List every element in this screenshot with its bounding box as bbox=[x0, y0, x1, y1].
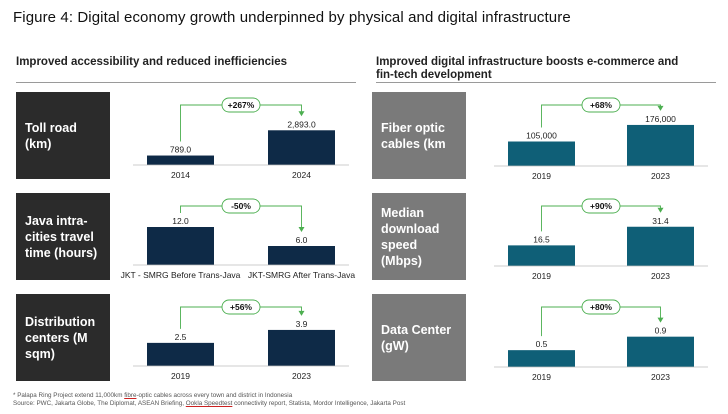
right-section-title-line1: Improved digital infrastructure boosts e… bbox=[376, 56, 679, 68]
chart1-category-label-1: 2014 bbox=[171, 170, 190, 180]
right-section-divider bbox=[376, 82, 716, 83]
chart5-arrowhead bbox=[657, 207, 664, 213]
chart6-bar-1 bbox=[508, 350, 575, 367]
chart6-value-label-2: 0.9 bbox=[655, 326, 667, 336]
chart2-arrowhead bbox=[298, 227, 305, 232]
chart3-arrowhead bbox=[298, 310, 305, 316]
chart2-change-label: -50% bbox=[231, 201, 251, 211]
chart5-category-label-2: 2023 bbox=[651, 271, 670, 281]
chart1-bar-2 bbox=[268, 130, 335, 165]
panel-java-line3: time (hours) bbox=[25, 245, 98, 260]
chart5-value-label-1: 16.5 bbox=[533, 234, 550, 244]
left-section-divider bbox=[16, 82, 356, 83]
footnote-project-ul: fibre bbox=[124, 392, 137, 399]
chart4-change-badge bbox=[581, 97, 621, 113]
chart6-arrowhead bbox=[657, 317, 664, 323]
footnote-project: * Palapa Ring Project extend 11,000km fi… bbox=[13, 392, 292, 399]
chart1-change-label: +267% bbox=[228, 100, 255, 110]
chart5-bar-2 bbox=[627, 226, 694, 266]
chart6-category-label-2: 2023 bbox=[651, 372, 670, 382]
chart4-category-label-2: 2023 bbox=[651, 171, 670, 181]
chart1-value-label-2: 2,893.0 bbox=[287, 119, 316, 129]
panel-median-line2: download bbox=[381, 221, 440, 236]
right-section-title: Improved digital infrastructure boosts e… bbox=[376, 56, 678, 82]
footnote-source: Source: PWC, Jakarta Globe, The Diplomat… bbox=[13, 400, 405, 407]
chart3-change-label: +56% bbox=[230, 302, 252, 312]
panel-median-download: Median download speed (Mbps) bbox=[372, 193, 466, 280]
footnote-source-ul: Ookla Speedtest bbox=[185, 400, 233, 407]
panel-fiber-optic: Fiber optic cables (km bbox=[372, 92, 466, 179]
panel-dist-line3: sqm) bbox=[25, 346, 55, 361]
chart2-category-label-2: JKT-SMRG After Trans-Java bbox=[248, 270, 355, 280]
chart3-value-label-1: 2.5 bbox=[175, 332, 187, 342]
footnote-source-pre: Source: PWC, Jakarta Globe, The Diplomat… bbox=[13, 400, 186, 407]
chart5-change-label: +90% bbox=[590, 201, 612, 211]
chart4-value-label-1: 105,000 bbox=[526, 131, 557, 141]
chart6-change-label: +80% bbox=[590, 302, 612, 312]
chart4-bar-1 bbox=[508, 141, 575, 166]
panel-fiber-line1: Fiber optic bbox=[381, 120, 445, 135]
chart3-value-label-2: 3.9 bbox=[296, 319, 308, 329]
panel-distribution-centers: Distribution centers (M sqm) bbox=[16, 294, 110, 381]
chart5-bar-1 bbox=[508, 245, 575, 266]
footnote-source-post: connectivity report, Statista, Mordor In… bbox=[232, 400, 406, 407]
chart5-value-label-2: 31.4 bbox=[652, 216, 669, 226]
chart2-value-label-2: 6.0 bbox=[296, 235, 308, 245]
chart1-bar-1 bbox=[147, 155, 214, 165]
chart1-category-label-2: 2024 bbox=[292, 170, 311, 180]
chart2-value-label-1: 12.0 bbox=[172, 216, 189, 226]
right-section-title-line2: fin-tech development bbox=[376, 69, 492, 81]
panel-dist-line2: centers (M bbox=[25, 330, 88, 345]
chart2-bar-1 bbox=[147, 227, 214, 265]
chart4-category-label-1: 2019 bbox=[532, 171, 551, 181]
chart1-change-badge bbox=[221, 97, 261, 113]
chart5-change-badge bbox=[581, 198, 621, 214]
chart3-category-label-1: 2019 bbox=[171, 371, 190, 381]
chart3-bar-2 bbox=[268, 329, 335, 366]
panel-data-center: Data Center (gW) bbox=[372, 294, 466, 381]
chart3-change-badge bbox=[221, 299, 261, 315]
panel-java-line1: Java intra- bbox=[25, 213, 88, 228]
panel-median-line1: Median bbox=[381, 205, 425, 220]
chart2-bar-2 bbox=[268, 246, 335, 265]
panel-toll-road-line2: (km) bbox=[25, 136, 52, 151]
panel-java-line2: cities travel bbox=[25, 229, 94, 244]
chart4-value-label-2: 176,000 bbox=[645, 114, 676, 124]
chart6-value-label-1: 0.5 bbox=[536, 339, 548, 349]
chart2-change-badge bbox=[221, 198, 261, 214]
chart6-category-label-1: 2019 bbox=[532, 372, 551, 382]
panel-toll-road-line1: Toll road bbox=[25, 120, 77, 135]
chart6-change-badge bbox=[581, 299, 621, 315]
figure-title: Figure 4: Digital economy growth underpi… bbox=[13, 9, 571, 26]
chart2-category-label-1: JKT - SMRG Before Trans-Java bbox=[121, 270, 241, 280]
chart4-bar-2 bbox=[627, 124, 694, 166]
footnote-project-post: -optic cables across every town and dist… bbox=[136, 392, 293, 399]
panel-java-travel-time: Java intra- cities travel time (hours) bbox=[16, 193, 110, 280]
panel-fiber-line2: cables (km bbox=[381, 136, 446, 151]
chart4-arrowhead bbox=[657, 105, 664, 111]
panel-median-line3: speed (Mbps) bbox=[381, 237, 422, 268]
panel-dc-line2: (gW) bbox=[381, 338, 409, 353]
left-section-title: Improved accessibility and reduced ineff… bbox=[16, 56, 287, 68]
panel-dist-line1: Distribution bbox=[25, 314, 96, 329]
chart5-category-label-1: 2019 bbox=[532, 271, 551, 281]
footnote-project-pre: * Palapa Ring Project extend 11,000km bbox=[13, 392, 125, 399]
chart1-value-label-1: 789.0 bbox=[170, 145, 192, 155]
chart3-bar-1 bbox=[147, 342, 214, 366]
chart3-category-label-2: 2023 bbox=[292, 371, 311, 381]
chart6-bar-2 bbox=[627, 336, 694, 367]
chart4-change-label: +68% bbox=[590, 100, 612, 110]
panel-dc-line1: Data Center bbox=[381, 322, 452, 337]
panel-toll-road: Toll road (km) bbox=[16, 92, 110, 179]
chart1-arrowhead bbox=[298, 111, 305, 117]
